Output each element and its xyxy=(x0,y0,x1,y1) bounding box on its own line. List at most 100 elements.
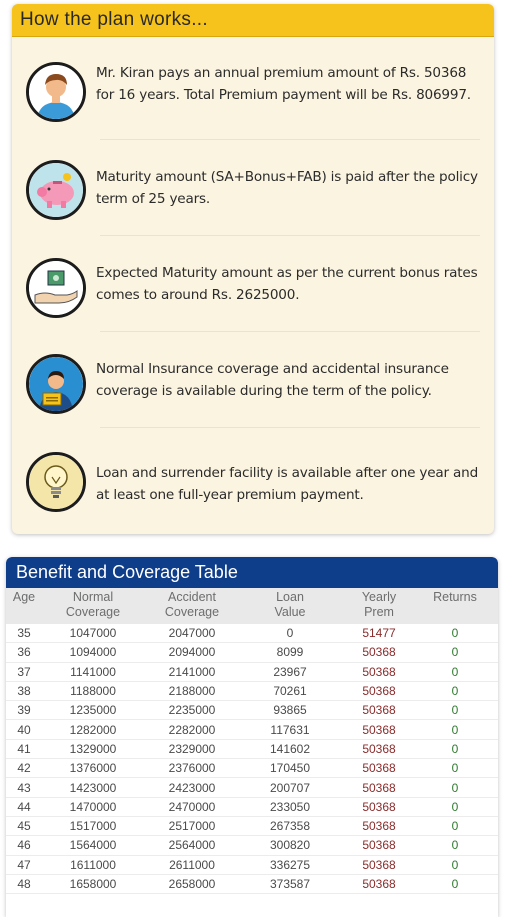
cell-age: 44 xyxy=(17,799,31,814)
cell-returns: 0 xyxy=(451,722,459,737)
cell-returns: 0 xyxy=(451,741,459,756)
cell-accident-coverage: 2470000 xyxy=(168,799,216,814)
cell-age: 47 xyxy=(17,857,31,872)
header-normal-coverage: Normal Coverage xyxy=(65,590,121,619)
cell-age: 46 xyxy=(17,838,31,853)
person-icon xyxy=(26,62,86,122)
table-title: Benefit and Coverage Table xyxy=(6,557,498,588)
header-accident-coverage: Accident Coverage xyxy=(164,590,220,619)
cell-loan-value: 23967 xyxy=(273,664,307,679)
cell-loan-value: 141602 xyxy=(269,741,311,756)
cell-yearly-prem: 50368 xyxy=(362,703,396,718)
cell-returns: 0 xyxy=(451,761,459,776)
table-row: 46 1564000 2564000 300820 50368 0 xyxy=(6,836,498,856)
cell-age: 35 xyxy=(17,626,31,641)
plan-item: Mr. Kiran pays an annual premium amount … xyxy=(12,44,494,140)
cell-loan-value: 117631 xyxy=(270,722,310,737)
money-hand-icon xyxy=(26,258,86,318)
cell-accident-coverage: 2188000 xyxy=(168,684,216,699)
cell-loan-value: 373587 xyxy=(269,877,311,891)
plan-item: Maturity amount (SA+Bonus+FAB) is paid a… xyxy=(12,140,494,236)
cell-returns: 0 xyxy=(451,857,459,872)
table-body: 35 1047000 2047000 0 51477 0 36 1094000 2094000 8… xyxy=(6,624,498,895)
cell-returns: 0 xyxy=(451,838,459,853)
table-row: 44 1470000 2470000 233050 50368 0 xyxy=(6,798,498,817)
table-row: 43 1423000 2423000 200707 50368 0 xyxy=(6,778,498,798)
cell-age: 42 xyxy=(17,761,31,776)
cell-returns: 0 xyxy=(451,780,459,795)
cell-normal-coverage: 1047000 xyxy=(69,626,117,641)
plan-item: Normal Insurance coverage and accidental… xyxy=(12,332,494,428)
table-row: 35 1047000 2047000 0 51477 0 xyxy=(6,624,498,644)
cell-age: 39 xyxy=(17,703,31,718)
cell-loan-value: 93865 xyxy=(273,703,307,718)
cell-normal-coverage: 1282000 xyxy=(69,722,117,737)
cell-loan-value: 170450 xyxy=(269,761,311,776)
cell-accident-coverage: 2517000 xyxy=(168,819,216,834)
cell-yearly-prem: 50368 xyxy=(362,799,396,814)
cell-yearly-prem: 51477 xyxy=(362,626,396,641)
cell-accident-coverage: 2047000 xyxy=(168,626,216,641)
cell-age: 43 xyxy=(17,780,31,795)
header-loan-value: Loan Value xyxy=(274,590,306,619)
cell-returns: 0 xyxy=(451,684,459,699)
cell-yearly-prem: 50368 xyxy=(362,664,396,679)
cell-loan-value: 233050 xyxy=(269,799,311,814)
cell-returns: 0 xyxy=(451,819,459,834)
cell-accident-coverage: 2376000 xyxy=(168,761,216,776)
cell-normal-coverage: 1423000 xyxy=(69,780,117,795)
cell-yearly-prem: 50368 xyxy=(362,857,396,872)
cell-age: 41 xyxy=(17,741,31,756)
cell-returns: 0 xyxy=(451,799,459,814)
table-row: 39 1235000 2235000 93865 50368 0 xyxy=(6,701,498,721)
cell-returns: 0 xyxy=(451,877,459,891)
cell-returns: 0 xyxy=(451,664,459,679)
cell-accident-coverage: 2141000 xyxy=(168,664,216,679)
benefit-table-card: Benefit and Coverage Table Age Normal Cov… xyxy=(6,557,498,917)
cell-accident-coverage: 2658000 xyxy=(168,877,216,891)
cell-normal-coverage: 1094000 xyxy=(69,645,117,660)
header-returns: Returns xyxy=(433,590,477,604)
cell-normal-coverage: 1329000 xyxy=(69,741,117,756)
header-age: Age xyxy=(12,590,36,604)
table-row: 41 1329000 2329000 141602 50368 0 xyxy=(6,740,498,760)
table-row: 40 1282000 2282000 117631 50368 0 xyxy=(6,720,498,740)
table-row: 45 1517000 2517000 267358 50368 0 xyxy=(6,817,498,837)
cell-yearly-prem: 50368 xyxy=(362,877,396,891)
plan-title: How the plan works... xyxy=(12,4,494,37)
cell-age: 36 xyxy=(17,645,31,660)
cell-accident-coverage: 2611000 xyxy=(169,857,215,872)
cell-age: 37 xyxy=(17,664,31,679)
cell-accident-coverage: 2423000 xyxy=(168,780,216,795)
cell-returns: 0 xyxy=(451,626,459,641)
header-yearly-prem: Yearly Prem xyxy=(361,590,397,619)
cell-loan-value: 8099 xyxy=(276,645,304,660)
cell-yearly-prem: 50368 xyxy=(362,645,396,660)
cell-accident-coverage: 2329000 xyxy=(168,741,216,756)
table-row: 48 1658000 2658000 373587 50368 0 xyxy=(6,875,498,895)
cell-age: 38 xyxy=(17,684,31,699)
cell-normal-coverage: 1611000 xyxy=(70,857,116,872)
plan-item-text: Mr. Kiran pays an annual premium amount … xyxy=(96,65,471,103)
plan-item: Expected Maturity amount as per the curr… xyxy=(12,236,494,332)
table-header: Age Normal Coverage Accident Coverage Loan… xyxy=(6,588,498,624)
cell-yearly-prem: 50368 xyxy=(362,741,396,756)
cell-normal-coverage: 1470000 xyxy=(69,799,117,814)
table-row: 36 1094000 2094000 8099 50368 0 xyxy=(6,643,498,663)
lightbulb-icon xyxy=(26,452,86,512)
cell-loan-value: 267358 xyxy=(269,819,311,834)
cell-loan-value: 336275 xyxy=(269,857,311,872)
table-row: 42 1376000 2376000 170450 50368 0 xyxy=(6,759,498,779)
cell-accident-coverage: 2282000 xyxy=(168,722,216,737)
cell-loan-value: 70261 xyxy=(273,684,307,699)
cell-yearly-prem: 50368 xyxy=(362,684,396,699)
cell-yearly-prem: 50368 xyxy=(362,838,396,853)
cell-normal-coverage: 1188000 xyxy=(70,684,116,699)
plan-card: How the plan works... Mr. Kiran pays an … xyxy=(12,4,494,534)
piggy-bank-icon xyxy=(26,160,86,220)
cell-loan-value: 200707 xyxy=(269,780,311,795)
cell-accident-coverage: 2564000 xyxy=(168,838,216,853)
plan-item-text: Maturity amount (SA+Bonus+FAB) is paid a… xyxy=(96,169,478,207)
plan-item-text: Normal Insurance coverage and accidental… xyxy=(96,361,449,399)
cell-returns: 0 xyxy=(451,645,459,660)
